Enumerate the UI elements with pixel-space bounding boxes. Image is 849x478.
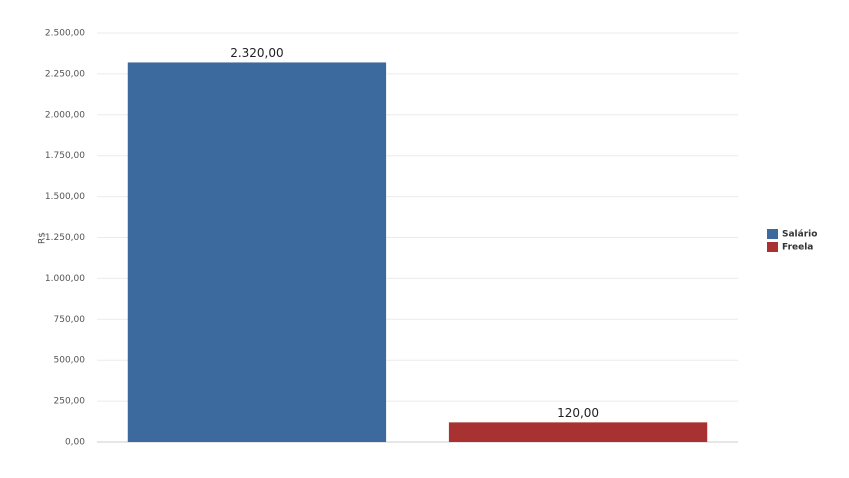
y-tick-label: 250,00	[54, 397, 86, 407]
legend-label: Salário	[782, 230, 817, 240]
y-tick-label: 0,00	[65, 438, 85, 448]
bar	[127, 62, 387, 442]
bar	[448, 422, 708, 442]
y-tick-label: 1.750,00	[45, 151, 85, 161]
y-tick-label: 2.500,00	[45, 29, 85, 39]
legend-swatch	[767, 242, 778, 252]
legend-swatch	[767, 229, 778, 239]
value-label: 120,00	[557, 406, 599, 420]
y-tick-label: 500,00	[54, 356, 86, 366]
y-tick-label: 1.250,00	[45, 233, 85, 243]
y-tick-label: 1.500,00	[45, 192, 85, 202]
y-tick-label: 2.250,00	[45, 69, 85, 79]
y-tick-label: 1.000,00	[45, 274, 85, 284]
y-axis-label: R$	[38, 232, 48, 244]
value-label: 2.320,00	[230, 46, 283, 60]
y-tick-label: 750,00	[54, 315, 86, 325]
legend-label: Freela	[782, 243, 813, 253]
y-tick-label: 2.000,00	[45, 110, 85, 120]
